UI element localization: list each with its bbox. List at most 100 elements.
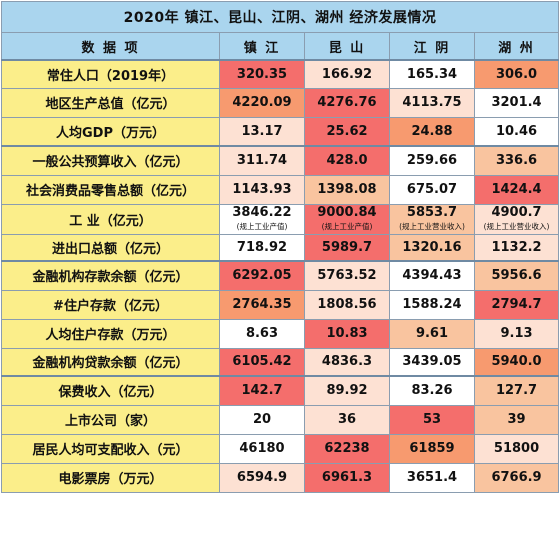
value-cell: 6594.9 (219, 462, 305, 493)
value-cell: 142.7 (219, 375, 305, 406)
value-cell: 6292.05 (219, 260, 305, 291)
value-cell: 336.6 (473, 145, 559, 176)
header-city: 昆 山 (304, 32, 390, 61)
row-label: 人均GDP（万元） (1, 116, 220, 147)
value-cell: 3439.05 (389, 347, 475, 377)
row-label: 进出口总额（亿元） (1, 233, 220, 262)
table-row: 社会消费品零售总额（亿元） 1143.93 1398.08 675.07 1424.4 (1, 174, 559, 205)
table-row: 金融机构存款余额（亿元） 6292.05 5763.52 4394.43 5956.6 (1, 260, 559, 291)
value-cell: 39 (473, 404, 559, 435)
value-cell: 36 (304, 404, 390, 435)
value-cell: 62238 (304, 433, 390, 464)
value-cell: 6105.42 (219, 347, 305, 377)
value-cell: 718.92 (219, 233, 305, 262)
value-cell: 5763.52 (304, 260, 390, 291)
value-cell: 5956.6 (473, 260, 559, 291)
value-cell: 20 (219, 404, 305, 435)
table-row: 电影票房（万元） 6594.9 6961.3 3651.4 6766.9 (1, 462, 559, 493)
row-label: 地区生产总值（亿元） (1, 87, 220, 118)
table-row: 居民人均可支配收入（元） 46180 62238 61859 51800 (1, 433, 559, 464)
table-row: 地区生产总值（亿元） 4220.09 4276.76 4113.75 3201.4 (1, 87, 559, 118)
cell-note: (规上工业产值) (236, 222, 288, 231)
value-cell: 5940.0 (473, 347, 559, 377)
row-label: 金融机构贷款余额（亿元） (1, 347, 220, 377)
row-label: 社会消费品零售总额（亿元） (1, 174, 220, 205)
table-title: 2020年 镇江、昆山、江阴、湖州 经济发展情况 (0, 1, 559, 33)
value-cell: 1424.4 (473, 174, 559, 205)
value-cell: 9000.84 (规上工业产值) (304, 203, 390, 235)
table-body: 常住人口（2019年） 320.35 166.92 165.34 306.0 地区生产总值… (1, 59, 559, 493)
value-cell: 24.88 (389, 116, 475, 147)
value-cell: 4113.75 (389, 87, 475, 118)
value-cell: 127.7 (473, 375, 559, 406)
row-label: 居民人均可支配收入（元） (1, 433, 220, 464)
value-cell: 1588.24 (389, 289, 475, 320)
value-cell: 61859 (389, 433, 475, 464)
value-cell: 6766.9 (473, 462, 559, 493)
table-row: 工 业（亿元） 3846.22 (规上工业产值) 9000.84 (规上工业产值) 585… (1, 203, 559, 235)
value-cell: 3846.22 (规上工业产值) (219, 203, 305, 235)
value-cell: 8.63 (219, 318, 305, 349)
value-cell: 25.62 (304, 116, 390, 147)
header-city: 镇 江 (219, 32, 305, 61)
value-cell: 166.92 (304, 59, 390, 89)
table-row: 一般公共预算收入（亿元） 311.74 428.0 259.66 336.6 (1, 145, 559, 176)
value-cell: 4276.76 (304, 87, 390, 118)
value-cell: 1398.08 (304, 174, 390, 205)
row-label: #住户存款（亿元） (1, 289, 220, 320)
table-row: 常住人口（2019年） 320.35 166.92 165.34 306.0 (1, 59, 559, 89)
value-cell: 3651.4 (389, 462, 475, 493)
value-cell: 53 (389, 404, 475, 435)
row-label: 工 业（亿元） (1, 203, 220, 235)
value-cell: 3201.4 (473, 87, 559, 118)
cell-note: (规上工业产值) (321, 222, 373, 231)
value-cell: 428.0 (304, 145, 390, 176)
value-cell: 6961.3 (304, 462, 390, 493)
cell-value: 9000.84 (317, 205, 377, 220)
value-cell: 4220.09 (219, 87, 305, 118)
value-cell: 13.17 (219, 116, 305, 147)
table-row: 人均住户存款（万元） 8.63 10.83 9.61 9.13 (1, 318, 559, 349)
value-cell: 10.46 (473, 116, 559, 147)
row-label: 金融机构存款余额（亿元） (1, 260, 220, 291)
value-cell: 9.13 (473, 318, 559, 349)
header-city: 江 阴 (389, 32, 475, 61)
value-cell: 9.61 (389, 318, 475, 349)
value-cell: 4836.3 (304, 347, 390, 377)
value-cell: 2764.35 (219, 289, 305, 320)
value-cell: 5853.7 (规上工业营业收入) (389, 203, 475, 235)
value-cell: 311.74 (219, 145, 305, 176)
table-row: 进出口总额（亿元） 718.92 5989.7 1320.16 1132.2 (1, 233, 559, 262)
row-label: 上市公司（家） (1, 404, 220, 435)
value-cell: 675.07 (389, 174, 475, 205)
cell-value: 5853.7 (406, 205, 458, 220)
header-item: 数 据 项 (1, 32, 220, 61)
value-cell: 5989.7 (304, 233, 390, 262)
row-label: 电影票房（万元） (1, 462, 220, 493)
value-cell: 4394.43 (389, 260, 475, 291)
value-cell: 259.66 (389, 145, 475, 176)
value-cell: 1320.16 (389, 233, 475, 262)
cell-note: (规上工业营业收入) (483, 222, 550, 231)
cell-value: 4900.7 (491, 205, 542, 220)
value-cell: 89.92 (304, 375, 390, 406)
value-cell: 4900.7 (规上工业营业收入) (473, 203, 559, 235)
table-row: 上市公司（家） 20 36 53 39 (1, 404, 559, 435)
value-cell: 46180 (219, 433, 305, 464)
table-row: 金融机构贷款余额（亿元） 6105.42 4836.3 3439.05 5940.0 (1, 347, 559, 377)
row-label: 保费收入（亿元） (1, 375, 220, 406)
value-cell: 10.83 (304, 318, 390, 349)
row-label: 常住人口（2019年） (1, 59, 220, 89)
value-cell: 320.35 (219, 59, 305, 89)
header-city: 湖 州 (473, 32, 559, 61)
economy-comparison-table: 2020年 镇江、昆山、江阴、湖州 经济发展情况 数 据 项 镇 江 昆 山 江… (0, 1, 559, 493)
value-cell: 51800 (473, 433, 559, 464)
value-cell: 306.0 (473, 59, 559, 89)
cell-note: (规上工业营业收入) (399, 222, 465, 231)
header-row: 数 据 项 镇 江 昆 山 江 阴 湖 州 (1, 32, 559, 61)
table-row: 保费收入（亿元） 142.7 89.92 83.26 127.7 (1, 375, 559, 406)
value-cell: 1132.2 (473, 233, 559, 262)
cell-value: 3846.22 (232, 205, 292, 220)
value-cell: 1143.93 (219, 174, 305, 205)
